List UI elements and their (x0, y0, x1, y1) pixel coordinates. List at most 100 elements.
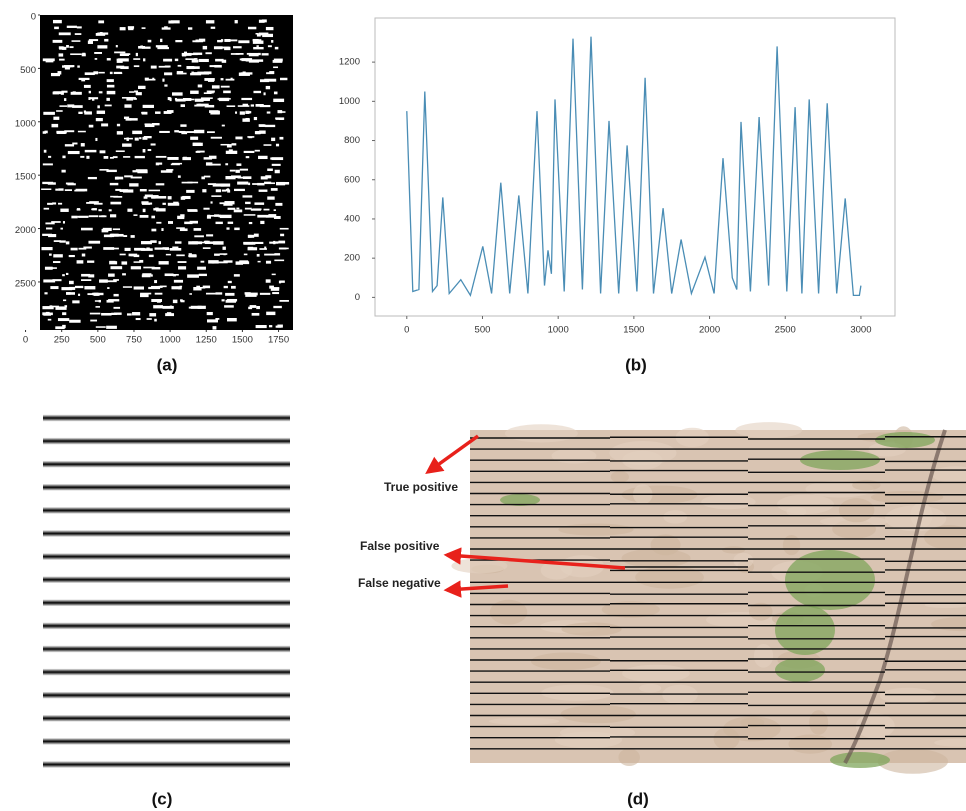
speckle (268, 325, 273, 328)
speckle (143, 136, 152, 139)
vegetation (830, 752, 890, 768)
speckle (162, 247, 169, 249)
speckle (122, 273, 126, 276)
speckle (139, 189, 147, 192)
speckle (180, 299, 183, 302)
speckle (247, 26, 257, 30)
speckle (260, 220, 265, 225)
speckle (237, 181, 249, 185)
speckle (158, 162, 163, 165)
stripe (43, 414, 290, 422)
speckle (161, 27, 171, 30)
speckle (152, 77, 155, 80)
speckle (43, 111, 55, 115)
stripe (43, 599, 290, 607)
speckle (275, 143, 280, 147)
speckle (119, 27, 126, 31)
speckle (277, 324, 283, 328)
stripe (43, 506, 290, 514)
soil-patch (879, 687, 936, 704)
speckle (200, 260, 205, 263)
speckle (41, 188, 52, 190)
speckle (264, 253, 277, 256)
speckle (70, 247, 78, 251)
speckle (258, 19, 265, 23)
speckle (106, 169, 117, 173)
photo (470, 430, 966, 763)
speckle (151, 215, 156, 219)
speckle (126, 313, 132, 316)
speckle (228, 149, 233, 153)
stripe (43, 576, 290, 584)
speckle (269, 241, 279, 244)
speckle (102, 227, 112, 231)
speckle (196, 286, 206, 289)
speckle (243, 241, 253, 245)
speckle (223, 285, 228, 289)
speckle (214, 64, 222, 68)
speckle (64, 66, 70, 70)
speckle (69, 286, 76, 290)
speckle (178, 266, 187, 270)
speckle (91, 208, 94, 211)
speckle (274, 259, 285, 262)
speckle (42, 163, 53, 166)
speckle (130, 118, 138, 121)
soil-patch (662, 684, 698, 705)
speckle (265, 215, 275, 218)
speckle (126, 137, 129, 141)
speckle (210, 136, 222, 139)
x-tick-label: 2000 (699, 325, 720, 336)
speckle (236, 163, 242, 166)
speckle (201, 176, 205, 180)
speckle (154, 247, 166, 250)
speckle (273, 305, 282, 309)
speckle (133, 97, 137, 100)
speckle (155, 196, 167, 199)
speckle (267, 45, 272, 48)
speckle (255, 325, 267, 329)
speckle (243, 253, 248, 256)
speckle (104, 38, 109, 42)
speckle (64, 189, 73, 192)
speckle (243, 214, 256, 216)
speckle (190, 305, 202, 309)
y-tick-label: 0 (355, 292, 360, 303)
speckle (87, 176, 97, 180)
speckle (210, 26, 216, 29)
speckle (134, 137, 139, 141)
caption: (c) (152, 789, 173, 808)
speckle (246, 52, 251, 55)
speckle (257, 260, 261, 263)
speckle (267, 168, 273, 171)
speckle (81, 273, 91, 277)
speckle (267, 196, 275, 200)
speckle (62, 155, 66, 159)
soil-patch (782, 534, 801, 556)
speckle (213, 241, 224, 245)
speckle (112, 156, 118, 159)
soil-patch (722, 546, 746, 554)
speckle (95, 306, 101, 308)
speckle (180, 124, 187, 127)
speckle (115, 45, 118, 48)
speckle (77, 65, 80, 68)
soil-patch (701, 494, 756, 510)
speckle (155, 183, 165, 186)
speckle (168, 273, 179, 276)
speckle (238, 40, 250, 44)
stripe (43, 553, 290, 561)
speckle (45, 59, 54, 63)
speckle (262, 33, 274, 38)
speckle (109, 182, 119, 186)
speckle (74, 285, 84, 289)
speckle (225, 292, 235, 296)
speckle (219, 214, 232, 219)
speckle (97, 105, 100, 109)
speckle (94, 52, 103, 54)
speckle (176, 254, 185, 257)
speckle (78, 293, 81, 296)
speckle (62, 221, 65, 224)
speckle (253, 90, 262, 94)
